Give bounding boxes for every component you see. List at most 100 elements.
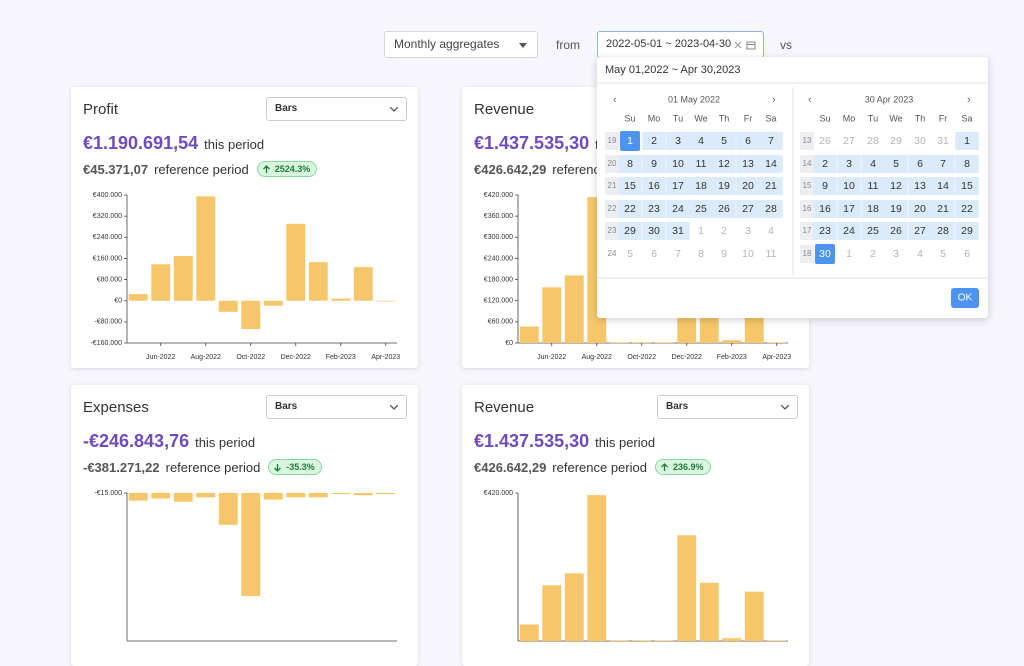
day[interactable]: 11: [766, 248, 777, 260]
ok-button[interactable]: OK: [951, 288, 979, 308]
day[interactable]: 7: [940, 158, 946, 170]
day[interactable]: 5: [893, 158, 899, 170]
bar: [542, 585, 562, 641]
day[interactable]: 22: [961, 203, 973, 215]
day[interactable]: 2: [651, 135, 657, 147]
day[interactable]: 7: [768, 135, 774, 147]
day[interactable]: 15: [624, 180, 636, 192]
day[interactable]: 24: [843, 225, 855, 237]
day[interactable]: 18: [695, 180, 707, 192]
day[interactable]: 14: [765, 158, 777, 170]
day[interactable]: 28: [867, 135, 879, 147]
day[interactable]: 8: [627, 158, 633, 170]
day[interactable]: 9: [721, 248, 727, 260]
day[interactable]: 10: [843, 180, 855, 192]
day[interactable]: 12: [718, 158, 730, 170]
day[interactable]: 19: [718, 180, 730, 192]
date-range-input[interactable]: 2022-05-01 ~ 2023-04-30: [597, 31, 764, 58]
day[interactable]: 26: [718, 203, 730, 215]
day[interactable]: 2: [870, 248, 876, 260]
day[interactable]: 17: [672, 180, 684, 192]
day[interactable]: 13: [914, 180, 926, 192]
day[interactable]: 3: [745, 225, 751, 237]
bar: [241, 493, 261, 597]
day[interactable]: 9: [651, 158, 657, 170]
day[interactable]: 2: [822, 158, 828, 170]
day[interactable]: 16: [819, 203, 831, 215]
day[interactable]: 9: [822, 180, 828, 192]
day[interactable]: 29: [624, 225, 636, 237]
day[interactable]: 1: [964, 135, 970, 147]
day[interactable]: 5: [940, 248, 946, 260]
day[interactable]: 31: [937, 135, 949, 147]
day[interactable]: 28: [937, 225, 949, 237]
day[interactable]: 6: [745, 135, 751, 147]
day[interactable]: 12: [890, 180, 902, 192]
week-number: 16: [803, 204, 812, 213]
prev-month[interactable]: ‹: [808, 94, 812, 106]
day[interactable]: 24: [672, 203, 684, 215]
day[interactable]: 30: [819, 248, 831, 260]
day[interactable]: 25: [695, 203, 707, 215]
day[interactable]: 29: [961, 225, 973, 237]
day[interactable]: 31: [672, 225, 684, 237]
day[interactable]: 11: [696, 158, 707, 170]
view-select[interactable]: Bars: [266, 97, 407, 121]
day[interactable]: 8: [698, 248, 704, 260]
day[interactable]: 1: [698, 225, 704, 237]
day[interactable]: 4: [870, 158, 876, 170]
day[interactable]: 22: [624, 203, 636, 215]
day[interactable]: 13: [742, 158, 754, 170]
day[interactable]: 5: [721, 135, 727, 147]
day[interactable]: 23: [819, 225, 831, 237]
day[interactable]: 29: [890, 135, 902, 147]
day[interactable]: 19: [890, 203, 902, 215]
day[interactable]: 26: [890, 225, 902, 237]
day[interactable]: 21: [937, 203, 949, 215]
day[interactable]: 6: [651, 248, 657, 260]
day[interactable]: 27: [843, 135, 855, 147]
day[interactable]: 5: [627, 248, 633, 260]
day[interactable]: 10: [672, 158, 684, 170]
day[interactable]: 6: [917, 158, 923, 170]
day[interactable]: 4: [768, 225, 774, 237]
day[interactable]: 23: [648, 203, 660, 215]
day[interactable]: 1: [627, 135, 633, 147]
day[interactable]: 30: [648, 225, 660, 237]
day[interactable]: 4: [698, 135, 704, 147]
day[interactable]: 4: [917, 248, 923, 260]
day[interactable]: 11: [868, 180, 879, 192]
day[interactable]: 16: [648, 180, 660, 192]
current-row: -€246.843,76 this period: [83, 431, 255, 452]
day[interactable]: 26: [819, 135, 831, 147]
day[interactable]: 27: [742, 203, 754, 215]
day[interactable]: 14: [937, 180, 949, 192]
day[interactable]: 20: [742, 180, 754, 192]
day[interactable]: 8: [964, 158, 970, 170]
range-day: [618, 177, 642, 195]
day[interactable]: 20: [914, 203, 926, 215]
aggregation-select[interactable]: Monthly aggregates: [384, 31, 538, 58]
next-month[interactable]: ›: [967, 94, 971, 106]
next-month[interactable]: ›: [772, 94, 776, 106]
day[interactable]: 1: [846, 248, 852, 260]
day[interactable]: 28: [765, 203, 777, 215]
day[interactable]: 3: [846, 158, 852, 170]
prev-month[interactable]: ‹: [613, 94, 617, 106]
day[interactable]: 3: [675, 135, 681, 147]
view-select[interactable]: Bars: [657, 395, 798, 419]
view-select[interactable]: Bars: [266, 395, 407, 419]
day[interactable]: 21: [765, 180, 777, 192]
day[interactable]: 2: [721, 225, 727, 237]
day[interactable]: 7: [675, 248, 681, 260]
day[interactable]: 30: [914, 135, 926, 147]
day[interactable]: 10: [742, 248, 754, 260]
weekday: Tu: [868, 113, 878, 123]
day[interactable]: 3: [893, 248, 899, 260]
day[interactable]: 17: [843, 203, 855, 215]
day[interactable]: 25: [867, 225, 879, 237]
day[interactable]: 18: [867, 203, 879, 215]
day[interactable]: 27: [914, 225, 926, 237]
day[interactable]: 6: [964, 248, 970, 260]
day[interactable]: 15: [961, 180, 973, 192]
